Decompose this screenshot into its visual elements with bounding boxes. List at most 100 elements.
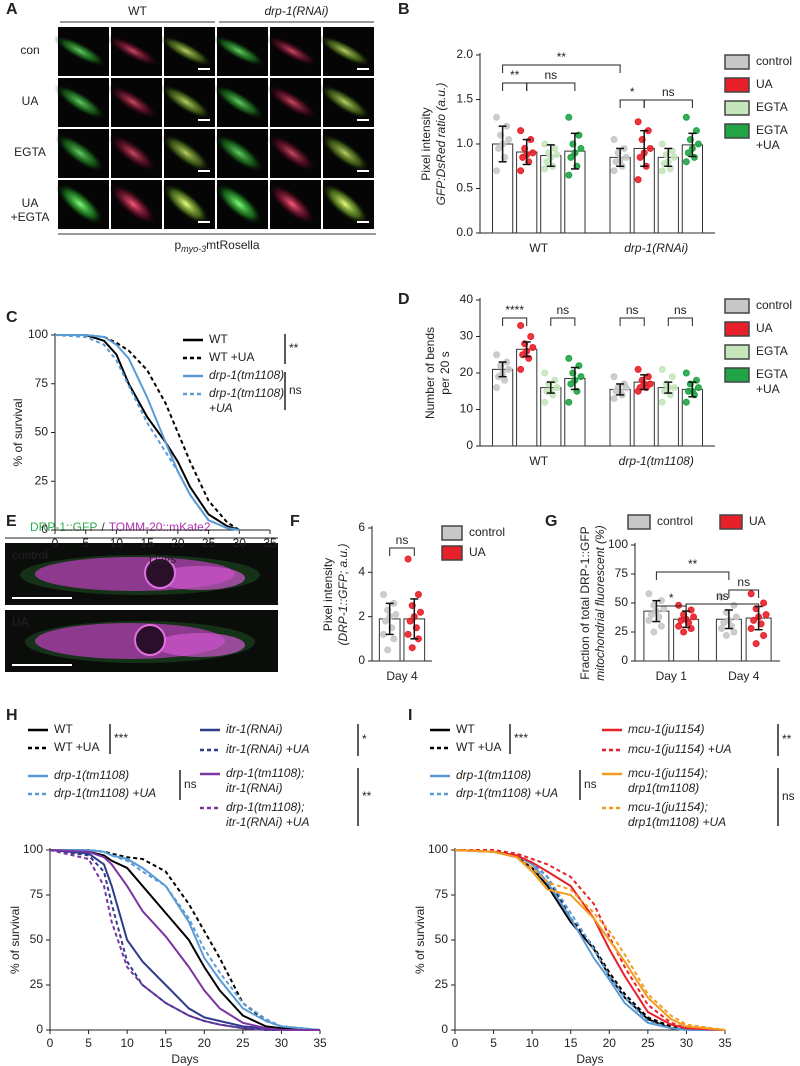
legend-label: drp-1(tm1108) +UA [54, 786, 156, 800]
data-point [493, 113, 501, 121]
text-line: itr-1(RNAi) [226, 781, 282, 795]
significance-label: ns [626, 303, 639, 317]
x-tick-label: Day 4 [728, 669, 760, 683]
data-point [692, 127, 700, 135]
caption-sub: myo-3 [181, 244, 206, 254]
data-point [634, 387, 642, 395]
text-line: drp-1(tm1108); [226, 766, 308, 780]
significance-label: **** [505, 303, 524, 317]
data-point [720, 619, 728, 627]
x-tick-label: 35 [263, 536, 277, 550]
significance-bracket [685, 603, 760, 612]
y-axis-label: Pixel intensity [419, 107, 433, 180]
x-axis-label: Days [171, 1052, 198, 1066]
survival-curve [49, 849, 320, 1031]
data-point [722, 631, 730, 639]
data-point [658, 140, 666, 148]
y-tick-label: 25 [30, 977, 44, 991]
survival-curve [454, 849, 725, 1031]
x-tick-label: 15 [140, 536, 154, 550]
data-point [752, 640, 760, 648]
x-tick-label: 30 [275, 1036, 289, 1050]
legend-label: UA [756, 77, 773, 91]
data-point [747, 590, 755, 598]
image-label: UA [12, 615, 29, 629]
y-tick-label: 25 [615, 624, 629, 638]
survival-curve [455, 849, 726, 1031]
y-tick-label: 100 [428, 842, 448, 856]
image-label: control [12, 548, 48, 562]
significance-label: ** [688, 557, 698, 571]
data-point [517, 167, 525, 175]
text-line: +UA [756, 138, 780, 152]
stat-label: ns [782, 789, 795, 803]
y-axis-label: Fraction of total DRP-1::GFP [578, 526, 592, 679]
y-tick-label: 25 [435, 977, 449, 991]
data-point [493, 384, 501, 392]
significance-bracket [550, 317, 576, 326]
x-tick-label: 0 [52, 536, 59, 550]
legend-label: EGTA +UA [756, 367, 788, 396]
data-point [760, 631, 768, 639]
y-tick-label: 0 [466, 438, 473, 452]
significance-bracket [643, 99, 693, 108]
significance-label: ns [556, 303, 569, 317]
column-header: WT [128, 4, 147, 18]
micrograph-e [5, 537, 278, 672]
y-axis-label: Pixel intensity [321, 558, 335, 631]
nucleus [144, 557, 176, 589]
legend-swatch [724, 367, 750, 383]
legend-swatch [724, 54, 750, 70]
y-axis-label: mitochondrial fluorescent (%) [593, 525, 607, 680]
survival-curve [55, 334, 240, 531]
caption-part: mtRosella [206, 238, 260, 252]
worm [320, 182, 370, 226]
data-point [553, 384, 561, 392]
data-point [517, 365, 525, 373]
significance-bracket [502, 82, 528, 91]
legend-label: control [756, 54, 792, 68]
data-point [567, 153, 575, 161]
data-point [541, 165, 549, 173]
worm [55, 133, 105, 173]
data-point [565, 171, 573, 179]
stat-label: ns [584, 777, 597, 791]
x-tick-label: Day 1 [656, 669, 688, 683]
panel-label: A [6, 1, 18, 18]
legend-label: UA [469, 545, 486, 559]
caption-part: p [174, 238, 181, 252]
data-point [567, 380, 575, 388]
significance-bracket [526, 82, 576, 91]
text-line: mcu-1(ju1154); [628, 766, 711, 780]
data-point [634, 365, 642, 373]
data-point [404, 555, 412, 563]
data-point [505, 136, 513, 144]
significance-label: ns [674, 303, 687, 317]
survival-curve [454, 849, 725, 1031]
bar [516, 348, 538, 447]
nucleus [134, 624, 166, 656]
row-label: UA [22, 94, 39, 108]
legend-label: WT [456, 722, 475, 736]
data-point [670, 153, 678, 161]
row-label: EGTA [14, 145, 46, 159]
title-part: / [101, 520, 105, 534]
data-point [577, 373, 585, 381]
x-tick-label: 5 [85, 1036, 92, 1050]
legend-label: WT [54, 722, 73, 736]
stat-label: ns [289, 383, 302, 397]
stat-label: ns [184, 777, 197, 791]
data-point [577, 144, 585, 152]
legend-label: drp-1(tm1108) [456, 768, 531, 782]
data-point [382, 617, 390, 625]
data-point [717, 593, 725, 601]
y-tick-label: 0 [36, 1022, 43, 1036]
x-tick-label: 30 [233, 536, 247, 550]
data-point [390, 635, 398, 643]
text-line: drp-1(tm1108) [209, 386, 284, 400]
data-point [677, 616, 685, 624]
worm [266, 84, 318, 120]
significance-label: * [630, 85, 635, 99]
data-point [660, 605, 668, 613]
data-point [646, 144, 654, 152]
